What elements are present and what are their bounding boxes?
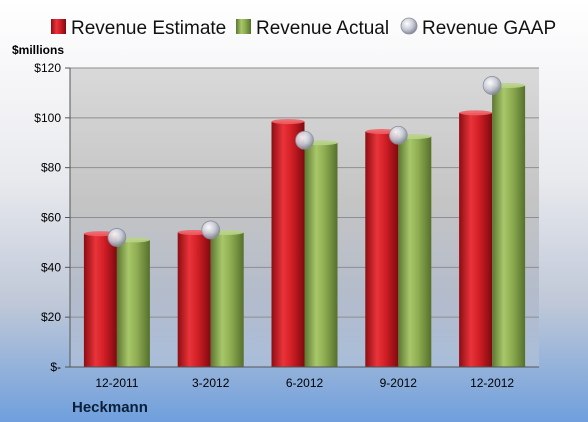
- bar-revenue-actual: [398, 136, 432, 367]
- bar-revenue-actual: [116, 239, 150, 367]
- legend-label-actual: Revenue Actual: [256, 18, 389, 39]
- x-tick-label: 9-2012: [380, 376, 418, 390]
- x-axis-ticks: 12-2011 3-2012 6-2012 9-2012 12-2012: [70, 366, 539, 390]
- bar-revenue-estimate-cap: [459, 110, 493, 116]
- y-tick-label: $60: [41, 211, 61, 225]
- x-tick-label: 3-2012: [192, 376, 230, 390]
- x-tick-label: 12-2011: [95, 376, 138, 390]
- y-tick-label: $40: [41, 260, 61, 274]
- legend-swatch-estimate: [51, 19, 66, 34]
- y-tick-label: $120: [34, 61, 61, 75]
- bar-revenue-estimate: [83, 233, 117, 367]
- y-tick-label: $-: [50, 360, 61, 374]
- bar-revenue-actual: [492, 85, 526, 368]
- bar-revenue-actual: [210, 232, 244, 367]
- y-tick-label: $20: [41, 310, 61, 324]
- y-axis-unit-label: $millions: [12, 43, 64, 57]
- bars-group: [83, 82, 526, 368]
- legend-marker-gaap: [400, 17, 418, 35]
- legend-label-estimate: Revenue Estimate: [71, 18, 226, 39]
- gaap-markers-group: [107, 76, 502, 247]
- gaap-marker: [295, 130, 314, 150]
- company-name: Heckmann: [72, 399, 148, 416]
- bar-revenue-estimate: [459, 112, 493, 367]
- bar-revenue-estimate: [177, 232, 211, 367]
- bar-revenue-actual: [304, 142, 338, 367]
- y-axis-ticks: $- $20 $40 $60 $80 $100 $120: [34, 61, 71, 374]
- x-tick-label: 6-2012: [286, 376, 324, 390]
- legend-item-actual: Revenue Actual: [236, 18, 389, 39]
- y-tick-label: $100: [34, 111, 61, 125]
- legend: Revenue Estimate Revenue Actual Revenue …: [51, 17, 556, 39]
- legend-swatch-actual: [236, 19, 251, 34]
- gaap-marker: [388, 125, 408, 145]
- x-tick-label: 12-2012: [470, 376, 514, 390]
- legend-label-gaap: Revenue GAAP: [422, 18, 556, 39]
- legend-item-estimate: Revenue Estimate: [51, 18, 226, 39]
- gaap-marker: [201, 220, 221, 240]
- gaap-marker: [482, 76, 502, 95]
- bar-revenue-estimate: [271, 121, 305, 367]
- legend-item-gaap: Revenue GAAP: [400, 17, 556, 39]
- bar-revenue-estimate-cap: [271, 119, 305, 125]
- y-tick-label: $80: [41, 161, 61, 175]
- gaap-marker: [107, 228, 127, 247]
- bar-revenue-estimate: [365, 131, 399, 367]
